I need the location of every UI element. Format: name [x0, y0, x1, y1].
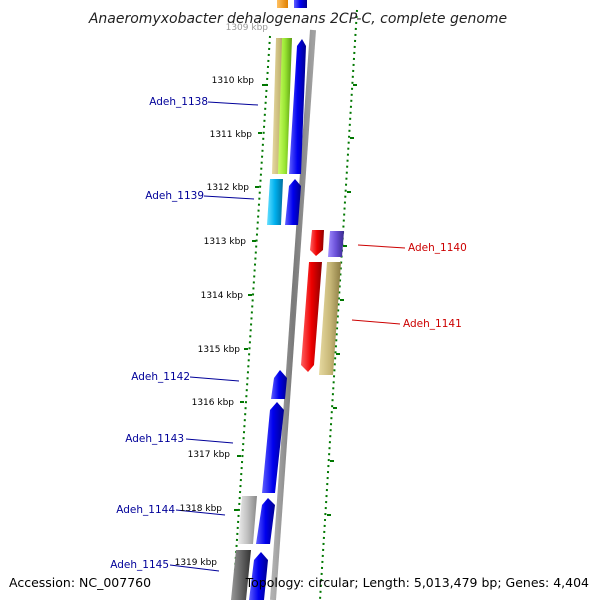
tick-label-top: 1309 kbp	[226, 23, 269, 33]
gene-label-adeh-1138[interactable]: Adeh_1138	[149, 96, 208, 108]
tick-label: 1316 kbp	[192, 398, 235, 408]
gene-label-adeh-1144[interactable]: Adeh_1144	[116, 504, 175, 516]
gene-arrow-adeh-1139[interactable]	[285, 179, 301, 225]
gene-arrow-adeh-1145-gray[interactable]	[231, 550, 251, 600]
gene-arrow-adeh-1141[interactable]	[301, 262, 322, 372]
gene-arrow-adeh-1141-olive[interactable]	[319, 262, 341, 375]
gene-arrow-adeh-1138[interactable]	[289, 39, 306, 174]
tick-label: 1319 kbp	[175, 558, 218, 568]
tick-label: 1314 kbp	[201, 291, 244, 301]
tick-label: 1318 kbp	[180, 504, 223, 514]
gene-arrow-adeh-1139-cyan[interactable]	[267, 179, 283, 225]
gene-arrow-adeh-1145[interactable]	[249, 552, 268, 600]
label-connectors	[169, 101, 406, 572]
gene-arrow-adeh-1140[interactable]	[310, 230, 324, 256]
gene-arrow-adeh-1140-purple[interactable]	[328, 231, 344, 257]
tick-label: 1312 kbp	[207, 183, 250, 193]
gc-track-left	[232, 35, 271, 600]
genome-title: Anaeromyxobacter dehalogenans 2CP-C, com…	[88, 11, 507, 27]
gene-label-adeh-1142[interactable]: Adeh_1142	[131, 371, 190, 383]
gene-label-adeh-1143[interactable]: Adeh_1143	[125, 433, 184, 445]
gene-label-adeh-1139[interactable]: Adeh_1139	[145, 190, 204, 202]
gene-partial-orange[interactable]	[277, 0, 288, 8]
gc-track-right	[319, 9, 358, 600]
tick-label: 1315 kbp	[198, 345, 241, 355]
tick-label: 1313 kbp	[204, 237, 247, 247]
gene-arrow-adeh-1138-lime[interactable]	[278, 38, 292, 174]
tick-label: 1310 kbp	[212, 76, 255, 86]
gene-label-adeh-1145[interactable]: Adeh_1145	[110, 559, 169, 571]
gene-label-adeh-1140[interactable]: Adeh_1140	[408, 242, 467, 254]
gene-arrow-adeh-1143[interactable]	[262, 402, 284, 493]
tick-label: 1311 kbp	[210, 130, 253, 140]
genome-backbone	[270, 29, 316, 600]
gene-arrow-adeh-1144-silver[interactable]	[238, 496, 257, 544]
gene-label-adeh-1141[interactable]: Adeh_1141	[403, 318, 462, 330]
gene-partial-blue-top[interactable]	[294, 0, 307, 8]
gene-arrow-adeh-1142[interactable]	[271, 370, 287, 399]
gene-arrow-adeh-1144[interactable]	[256, 498, 275, 544]
genome-summary: Topology: circular; Length: 5,013,479 bp…	[245, 575, 589, 590]
accession-label: Accession: NC_007760	[9, 575, 151, 590]
tick-label: 1317 kbp	[188, 450, 231, 460]
